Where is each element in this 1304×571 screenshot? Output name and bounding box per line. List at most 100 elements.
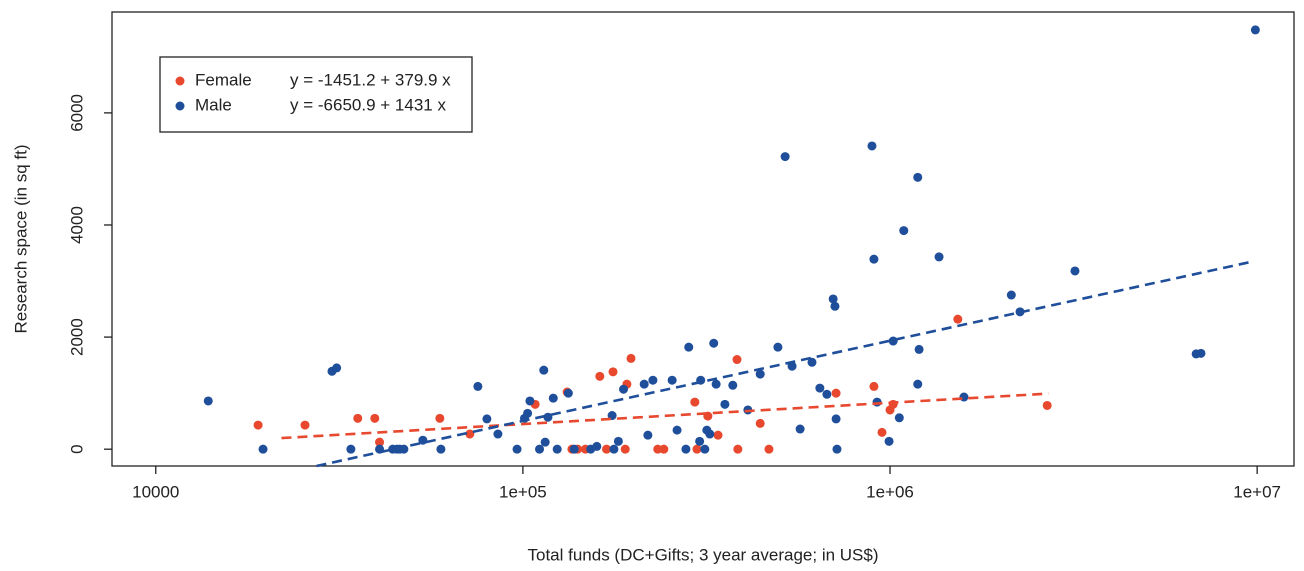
point	[914, 344, 924, 354]
legend-equation: y = -1451.2 + 379.9 x	[290, 70, 451, 89]
point	[953, 314, 963, 324]
point	[672, 425, 682, 435]
point	[780, 152, 790, 162]
point	[620, 444, 630, 454]
point	[602, 444, 612, 454]
y-tick-label: 6000	[67, 94, 86, 132]
point	[711, 379, 721, 389]
point	[815, 383, 825, 393]
point	[643, 430, 653, 440]
point	[539, 365, 549, 375]
point	[465, 429, 475, 439]
x-tick-label: 1e+06	[866, 482, 914, 501]
y-axis-label: Research space (in sq ft)	[11, 145, 30, 334]
point	[894, 413, 904, 423]
point	[828, 294, 838, 304]
point	[540, 437, 550, 447]
point	[535, 444, 545, 454]
legend-marker	[175, 76, 185, 86]
fit-line	[281, 392, 1049, 440]
point	[807, 357, 817, 367]
point	[482, 414, 492, 424]
point	[619, 384, 629, 394]
point	[867, 141, 877, 151]
point	[773, 342, 783, 352]
point	[543, 412, 553, 422]
point	[1042, 400, 1052, 410]
point	[569, 444, 579, 454]
point	[869, 381, 879, 391]
point	[732, 355, 742, 365]
point	[626, 353, 636, 363]
point	[1006, 290, 1016, 300]
point	[436, 444, 446, 454]
point	[709, 338, 719, 348]
point	[831, 414, 841, 424]
point	[913, 379, 923, 389]
fit-line	[316, 261, 1250, 468]
point	[512, 444, 522, 454]
point	[667, 375, 677, 385]
point	[418, 435, 428, 445]
legend-box	[159, 56, 473, 133]
point	[831, 388, 841, 398]
point	[934, 252, 944, 262]
y-tick-label: 0	[67, 444, 86, 453]
legend-marker	[175, 101, 185, 111]
point	[332, 363, 342, 373]
point	[700, 444, 710, 454]
point	[869, 254, 879, 264]
point	[258, 444, 268, 454]
point	[608, 367, 618, 377]
point	[435, 413, 445, 423]
point	[684, 342, 694, 352]
point	[648, 375, 658, 385]
point	[353, 413, 363, 423]
point	[659, 444, 669, 454]
point	[695, 436, 705, 446]
point	[493, 429, 503, 439]
point	[822, 389, 832, 399]
point	[899, 226, 909, 236]
point	[203, 396, 213, 406]
legend-label: Female	[195, 70, 252, 89]
point	[681, 444, 691, 454]
point	[525, 396, 535, 406]
point	[728, 380, 738, 390]
point	[253, 420, 263, 430]
point	[913, 172, 923, 182]
point	[832, 444, 842, 454]
point	[375, 437, 385, 447]
point	[552, 444, 562, 454]
point	[609, 444, 619, 454]
point	[346, 444, 356, 454]
point	[370, 413, 380, 423]
point	[720, 399, 730, 409]
point	[1070, 266, 1080, 276]
y-tick-label: 4000	[67, 206, 86, 244]
point	[523, 408, 533, 418]
point	[755, 369, 765, 379]
point	[563, 388, 573, 398]
point	[705, 429, 715, 439]
plot-frame	[111, 11, 1295, 467]
point	[690, 397, 700, 407]
point	[830, 301, 840, 311]
point	[884, 436, 894, 446]
x-axis-label: Total funds (DC+Gifts; 3 year average; i…	[527, 545, 878, 564]
point	[613, 436, 623, 446]
point	[639, 379, 649, 389]
point	[713, 430, 723, 440]
point	[595, 371, 605, 381]
point	[300, 420, 310, 430]
point	[787, 361, 797, 371]
point	[733, 444, 743, 454]
point	[959, 392, 969, 402]
point	[1196, 348, 1206, 358]
point	[877, 427, 887, 437]
x-tick-label: 1e+07	[1233, 482, 1281, 501]
x-tick-label: 1e+05	[499, 482, 547, 501]
point	[795, 424, 805, 434]
legend-equation: y = -6650.9 + 1431 x	[290, 95, 446, 114]
